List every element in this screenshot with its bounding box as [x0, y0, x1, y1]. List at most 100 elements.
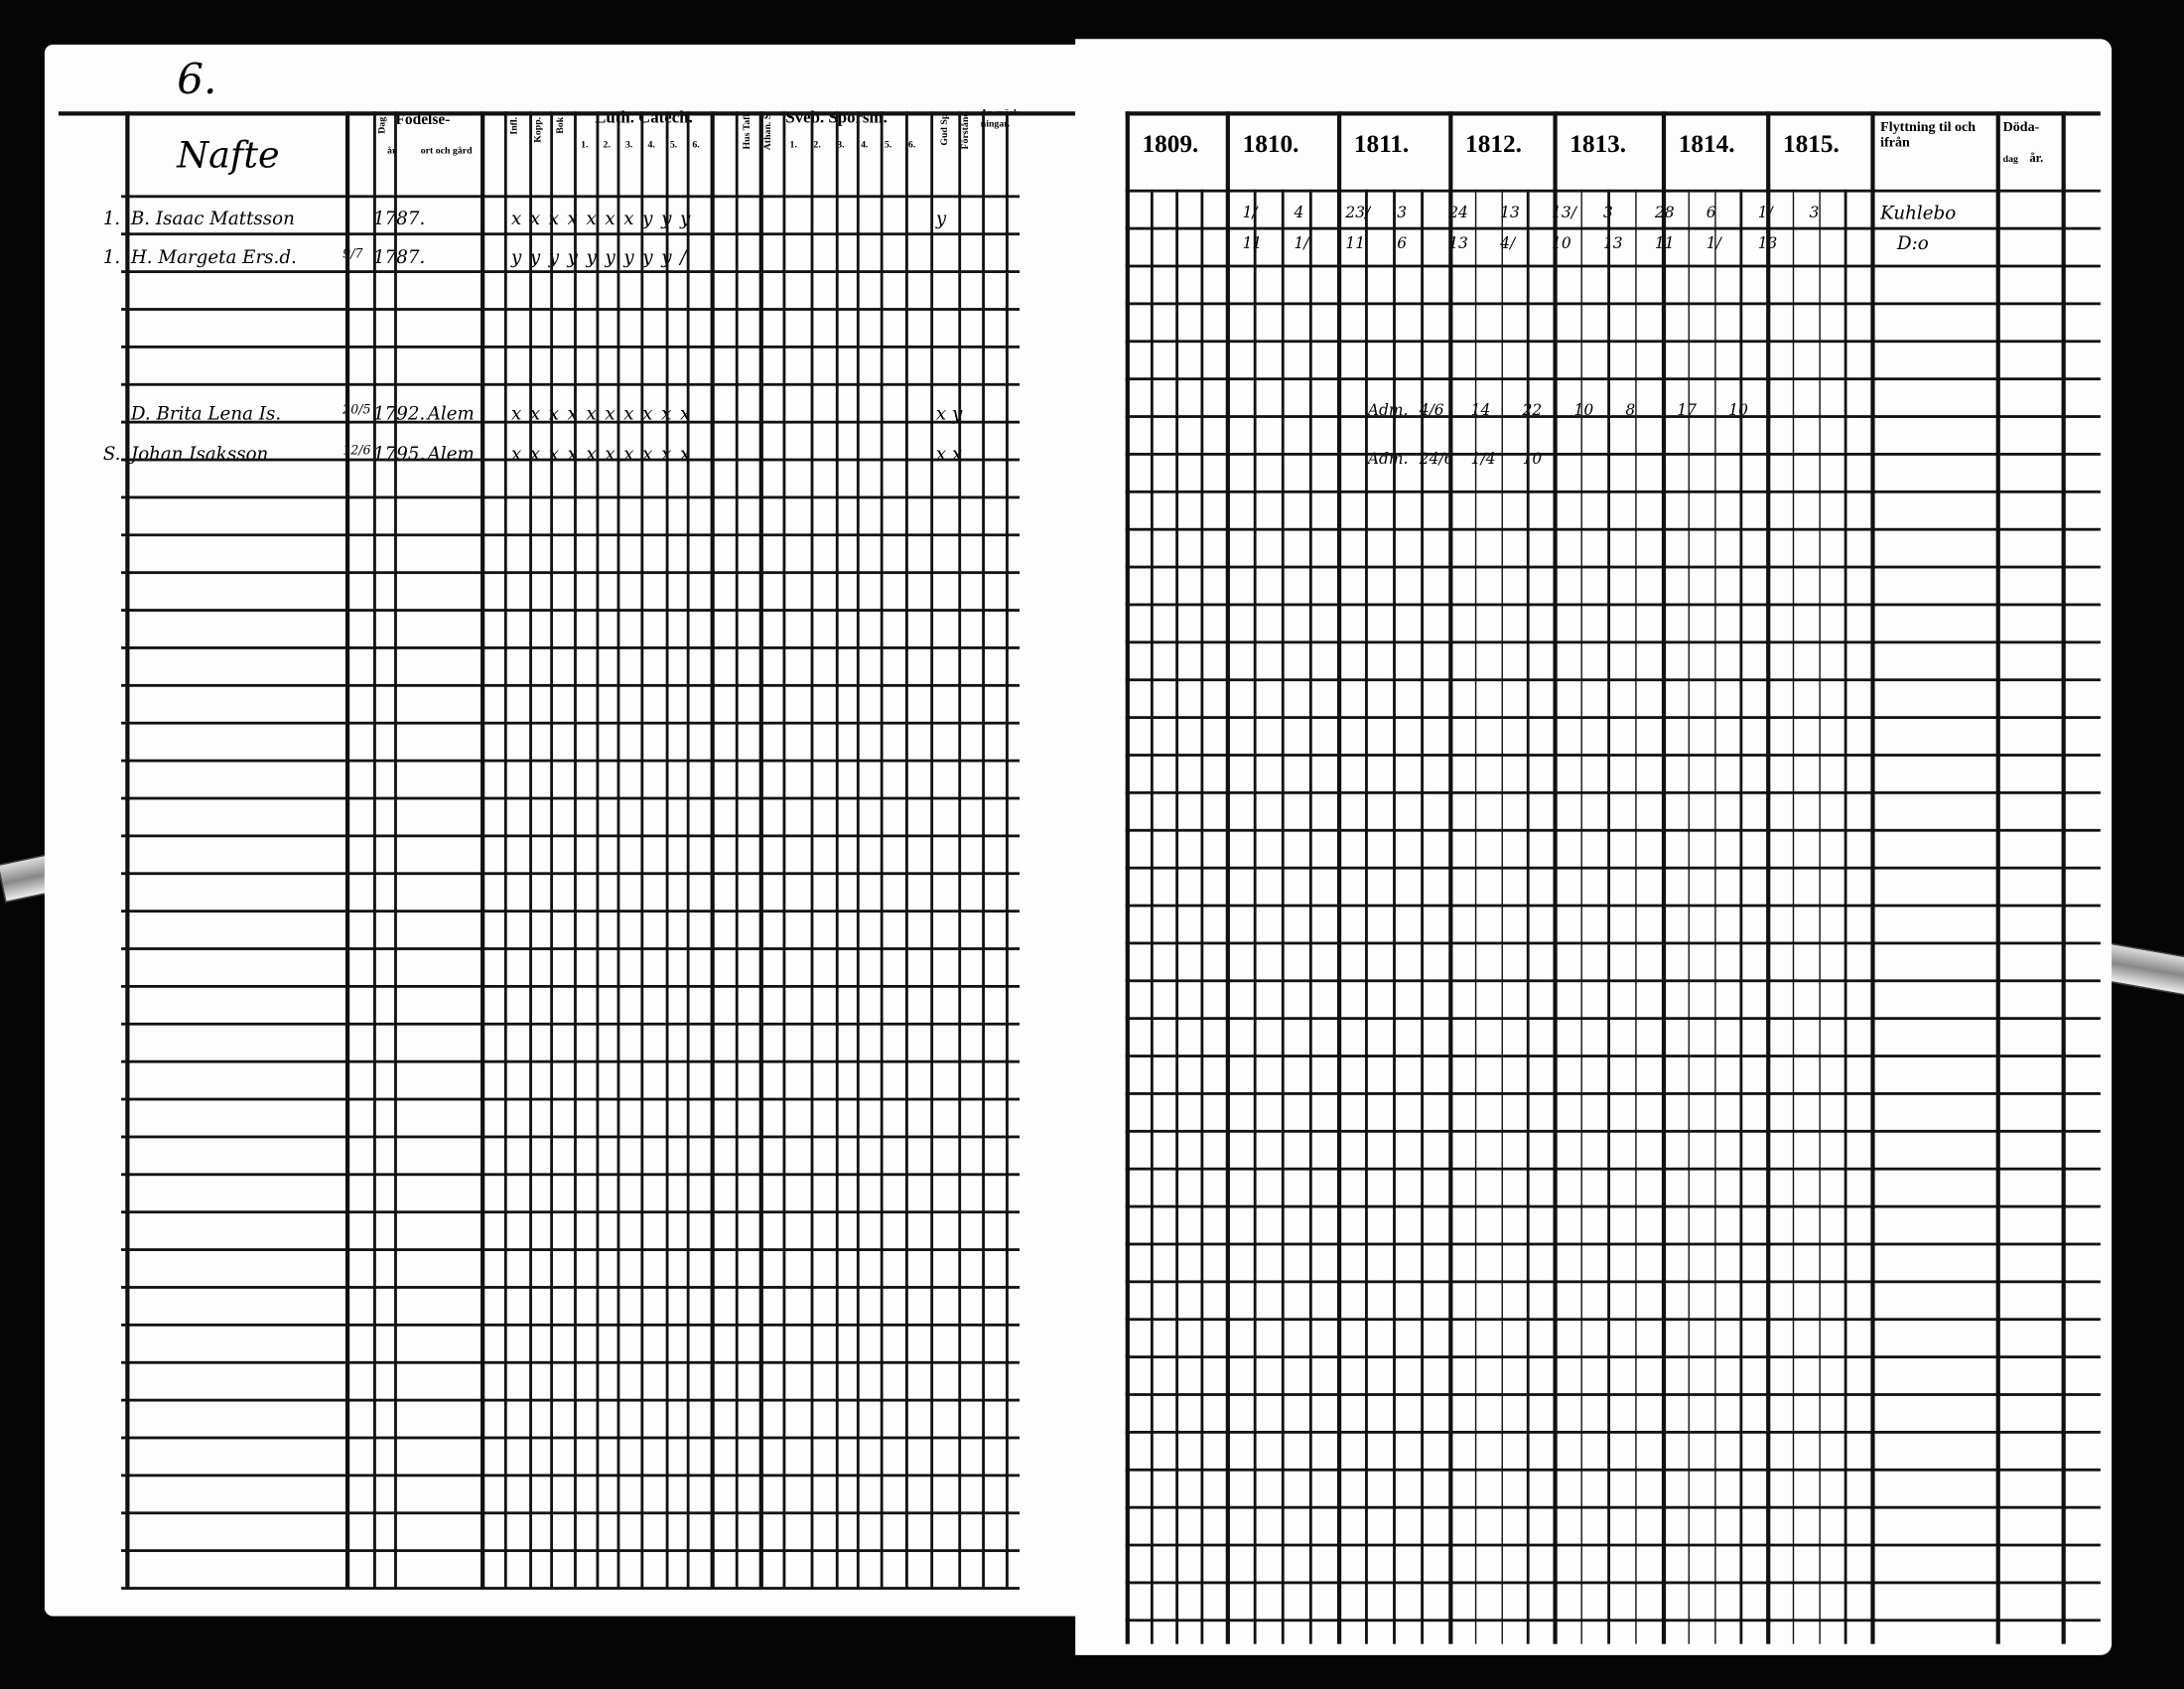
extra-marks: y — [935, 209, 947, 230]
grid-column-line — [905, 111, 908, 1589]
grid-row-line — [121, 1248, 1021, 1251]
grid-row-line — [121, 759, 1021, 762]
grid-row-line — [121, 1210, 1021, 1213]
year-header: 1814. — [1678, 129, 1735, 158]
grid-column-line — [930, 111, 933, 1589]
grid-column-line — [550, 111, 553, 1589]
grid-row-line — [121, 683, 1021, 687]
fodelse-place-header: ort och gård — [420, 144, 473, 157]
grid-column-line — [480, 111, 485, 1589]
hustafl-header: Hus Tafl. — [741, 111, 752, 150]
grid-row-line — [1125, 1242, 2101, 1245]
fodelse-header: Födelse- — [395, 111, 451, 129]
grid-row-line — [1125, 866, 2101, 869]
page-number: 6. — [177, 56, 217, 105]
luth-sub-header: 1. — [581, 139, 589, 151]
row-number: 1. — [102, 247, 121, 269]
year-header: 1813. — [1570, 129, 1627, 158]
birth-day: 12/6 — [342, 444, 371, 459]
doda-year-header: år. — [2029, 150, 2044, 165]
grid-column-line — [810, 111, 813, 1589]
sveb-sub-header: 2. — [813, 139, 821, 151]
grid-row-line — [1125, 527, 2101, 530]
grid-row-line — [1125, 377, 2101, 380]
grid-column-line — [856, 111, 860, 1589]
grid-row-line — [121, 458, 1021, 461]
grid-row-line — [1125, 678, 2101, 681]
year-column-line — [1448, 111, 1453, 1644]
grid-subcolumn-line — [1308, 189, 1312, 1644]
doda-header: Döda- — [2002, 119, 2040, 136]
luth-sub-header: 4. — [647, 139, 655, 151]
year-header: 1810. — [1242, 129, 1299, 158]
birth-place: Alem — [427, 403, 475, 425]
grid-row-line — [121, 646, 1021, 649]
luth-sub-header: 6. — [692, 139, 700, 151]
year-column-line — [1870, 111, 1875, 1644]
birth-year: 1787. — [373, 247, 426, 269]
grid-column-line — [640, 111, 643, 1589]
grid-row-line — [1125, 565, 2101, 568]
grid-row-line — [1125, 340, 2101, 343]
sveb-sub-header: 3. — [837, 139, 845, 151]
doda-day-header: dag — [2002, 153, 2018, 165]
catechism-marks: x x x x x x x y y y — [510, 209, 692, 230]
grid-row-line — [1125, 1430, 2101, 1434]
grid-row-line — [1125, 264, 2101, 267]
grid-row-line — [1125, 1505, 2101, 1508]
year-entry-value: 24 — [1448, 203, 1468, 222]
grid-row-line — [121, 1022, 1021, 1025]
year-header: 1815. — [1782, 129, 1840, 158]
birth-day: 20/5 — [342, 403, 371, 418]
grid-subcolumn-line — [1421, 189, 1424, 1644]
grid-row-line — [121, 1587, 1021, 1590]
grid-row-line — [121, 1549, 1021, 1552]
grid-row-line — [121, 872, 1021, 875]
grid-column-line — [529, 111, 532, 1589]
grid-subcolumn-line — [1150, 189, 1154, 1644]
grid-subcolumn-line — [1474, 189, 1477, 1644]
grid-subcolumn-line — [1792, 189, 1795, 1644]
grid-subcolumn-line — [1393, 189, 1396, 1644]
grid-row-line — [121, 308, 1021, 311]
grid-header-top-line — [58, 111, 1076, 116]
grid-row-line — [121, 571, 1021, 574]
grid-row-line — [121, 609, 1021, 612]
year-header: 1811. — [1353, 129, 1410, 158]
grid-row-line — [1125, 603, 2101, 606]
grid-row-line — [1125, 1055, 2101, 1057]
sveb-sub-header: 1. — [789, 139, 797, 151]
gud-sp-header: Gud Sp. — [938, 111, 950, 146]
grid-subcolumn-line — [1713, 189, 1716, 1644]
grid-subcolumn-line — [1365, 189, 1368, 1644]
grid-row-line — [1125, 1468, 2101, 1471]
year-column-line — [1125, 111, 1130, 1644]
vertical-header: Kopp. — [531, 116, 544, 143]
grid-row-line — [121, 1398, 1021, 1401]
grid-row-line — [1125, 1543, 2101, 1546]
year-column-line — [1766, 111, 1771, 1644]
vertical-header: Dag — [375, 116, 388, 134]
year-column-line — [1225, 111, 1230, 1644]
sveb-sub-header: 5. — [884, 139, 892, 151]
year-entry-value: 4/ — [1500, 233, 1516, 252]
grid-header-top-line — [1125, 111, 2101, 116]
grid-subcolumn-line — [1818, 189, 1821, 1644]
year-entry-value: 13 — [1448, 233, 1468, 252]
grid-row-line — [1125, 1129, 2101, 1133]
catechism-marks: y y y y y y y y y / — [510, 247, 688, 269]
grid-column-line — [982, 111, 985, 1589]
year-entry-value: 3 — [1397, 203, 1408, 222]
grid-row-line — [1125, 490, 2101, 493]
grid-row-line — [1125, 302, 2101, 305]
grid-subcolumn-line — [1527, 189, 1530, 1644]
grid-subcolumn-line — [1200, 189, 1203, 1644]
grid-row-line — [1125, 453, 2101, 456]
grid-row-line — [1125, 1204, 2101, 1207]
grid-column-line — [373, 111, 376, 1589]
luth-catech-header: Luth. Catech. — [595, 107, 693, 127]
grid-row-line — [1125, 189, 2101, 192]
grid-column-line — [710, 111, 715, 1589]
grid-row-line — [1125, 904, 2101, 907]
